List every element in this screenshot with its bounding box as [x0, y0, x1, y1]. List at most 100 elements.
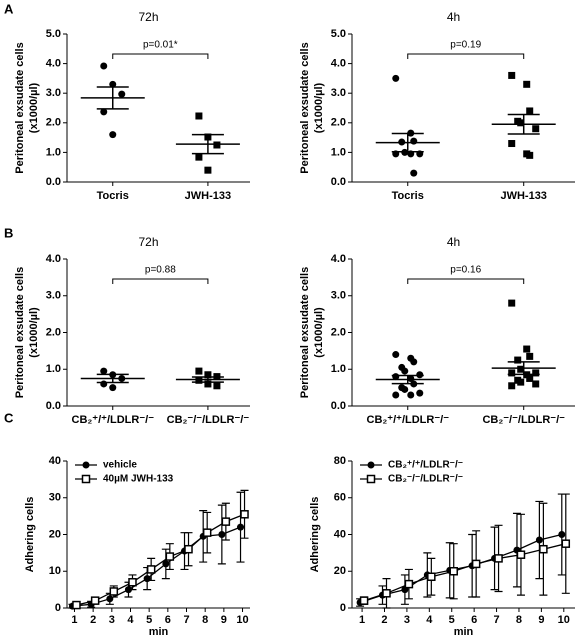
- legend-marker: [367, 461, 375, 469]
- y-tick-label: 0: [340, 602, 346, 614]
- data-point: [109, 384, 117, 392]
- x-tick-label: 2: [381, 614, 387, 626]
- y-tick-label: 0.0: [331, 400, 346, 412]
- y-tick-label: 4.0: [46, 253, 61, 265]
- data-point: [165, 552, 175, 561]
- data-point: [359, 596, 369, 605]
- data-point: [407, 391, 415, 399]
- y-tick-label: 0: [55, 602, 61, 614]
- series-line: [72, 526, 241, 607]
- series-line: [359, 533, 562, 604]
- data-point: [100, 108, 108, 116]
- data-point: [523, 345, 531, 353]
- data-point: [100, 62, 108, 70]
- y-tick-label: 80: [334, 455, 346, 467]
- data-point: [401, 385, 409, 393]
- x-tick-label: 6: [471, 614, 477, 626]
- x-axis-label: min: [454, 626, 474, 638]
- x-tick-label: 10: [558, 614, 570, 626]
- legend-marker: [366, 474, 376, 484]
- y-tick-label: 1.0: [331, 146, 346, 158]
- data-point: [526, 107, 534, 115]
- data-point: [90, 596, 100, 605]
- legend-label: CB₂⁻/⁻/LDLR⁻/⁻: [388, 474, 463, 485]
- data-point: [427, 572, 436, 582]
- y-tick-label: 2.0: [46, 326, 61, 338]
- y-axis-label: Peritoneal exsudate cells: [14, 267, 26, 398]
- data-point: [410, 358, 418, 366]
- data-point: [204, 380, 212, 388]
- y-axis-label: Peritoneal exsudate cells: [299, 42, 311, 173]
- x-tick-label: Tocris: [97, 190, 129, 202]
- p-value: p=0.16: [450, 265, 481, 276]
- x-tick-label: 9: [538, 614, 544, 626]
- significance-bracket: [112, 53, 209, 59]
- x-tick-label: 4: [426, 614, 433, 626]
- data-point: [410, 169, 418, 177]
- data-point: [195, 153, 203, 161]
- data-point: [516, 550, 526, 559]
- x-tick-label: JWH-133: [500, 190, 546, 202]
- data-point: [401, 367, 409, 375]
- y-tick-label: 5.0: [331, 28, 346, 40]
- y-tick-label: 5.0: [46, 28, 61, 40]
- data-point: [508, 369, 516, 377]
- y-tick-label: 1.0: [331, 363, 346, 375]
- y-axis-label: (x1000/µl): [313, 307, 325, 358]
- chart-title: 4h: [447, 235, 460, 249]
- x-tick-label: 2: [90, 614, 96, 626]
- y-tick-label: 2.0: [46, 117, 61, 129]
- data-point: [382, 589, 391, 598]
- legend-marker: [82, 461, 90, 469]
- data-point: [539, 544, 548, 554]
- data-point: [535, 536, 543, 544]
- y-axis-label: Peritoneal exsudate cells: [14, 42, 26, 173]
- data-point: [202, 528, 212, 537]
- p-value: p=0.88: [145, 265, 176, 276]
- data-point: [109, 131, 117, 139]
- data-point: [508, 71, 516, 79]
- data-point: [221, 517, 231, 526]
- x-tick-label: CB₂⁻/⁻/LDLR⁻/⁻: [482, 414, 565, 426]
- significance-bracket: [407, 278, 525, 284]
- y-tick-label: 3.0: [331, 290, 346, 302]
- data-point: [416, 389, 424, 397]
- y-tick-label: 40: [49, 455, 61, 467]
- x-tick-label: 5: [146, 614, 152, 626]
- data-point: [195, 367, 203, 375]
- x-tick-label: CB₂⁻/⁻/LDLR⁻/⁻: [167, 414, 250, 426]
- panel-label: A: [4, 1, 14, 16]
- data-point: [514, 356, 522, 364]
- y-axis-label: Peritoneal exsudate cells: [299, 267, 311, 398]
- y-tick-label: 1.0: [46, 363, 61, 375]
- data-point: [72, 600, 81, 610]
- y-axis-label: (x1000/µl): [28, 307, 40, 358]
- y-tick-label: 4.0: [46, 58, 61, 70]
- y-tick-label: 4.0: [331, 253, 346, 265]
- data-point: [109, 80, 117, 88]
- data-point: [218, 531, 226, 538]
- significance-bracket: [112, 278, 209, 284]
- data-point: [561, 539, 571, 548]
- y-axis-label: (x1000/µl): [28, 82, 40, 133]
- data-point: [100, 380, 108, 388]
- data-point: [508, 140, 516, 148]
- data-point: [146, 565, 156, 574]
- p-value: p=0.01*: [143, 40, 178, 51]
- x-tick-label: 8: [516, 614, 522, 626]
- data-point: [109, 587, 119, 596]
- data-point: [523, 80, 531, 88]
- data-point: [204, 166, 212, 174]
- data-point: [100, 367, 108, 375]
- data-point: [106, 595, 114, 603]
- legend-marker: [81, 474, 91, 484]
- x-tick-label: 5: [449, 614, 455, 626]
- data-point: [532, 369, 540, 377]
- chart-title: 72h: [138, 235, 158, 249]
- panel-label: C: [4, 410, 14, 425]
- y-axis-label: (x1000/µl): [313, 82, 325, 133]
- x-tick-label: 7: [183, 614, 189, 626]
- y-tick-label: 20: [49, 528, 61, 540]
- data-point: [143, 575, 151, 583]
